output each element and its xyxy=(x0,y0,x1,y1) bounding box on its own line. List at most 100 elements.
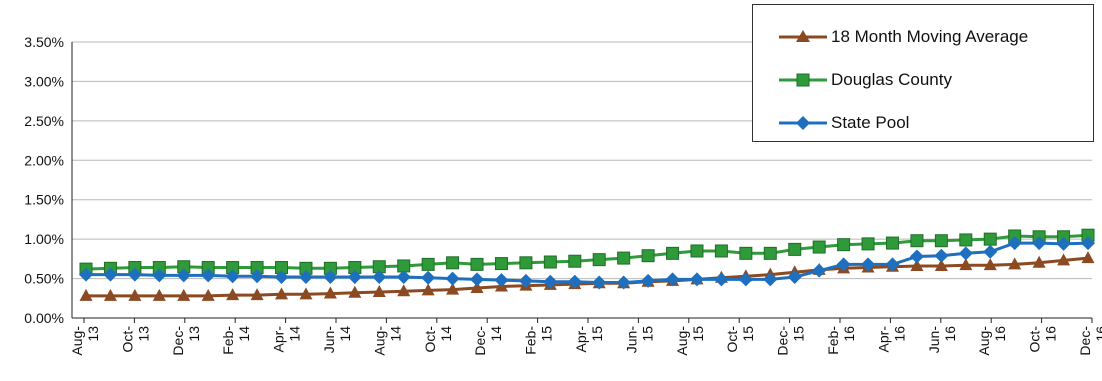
data-point xyxy=(787,269,802,284)
data-point xyxy=(666,246,680,260)
y-axis-ticks: 0.00% 0.50% 1.00% 1.50% 2.00% 2.50% 3.00% 3.50% xyxy=(24,34,64,326)
data-point xyxy=(372,284,386,297)
data-point xyxy=(616,275,631,290)
data-point xyxy=(372,269,387,284)
y-tick-label: 0.50% xyxy=(24,271,64,287)
data-point xyxy=(714,244,728,258)
data-point xyxy=(1056,236,1071,251)
y-tick-label: 2.00% xyxy=(24,152,64,168)
data-point xyxy=(470,272,485,287)
square-marker-icon xyxy=(779,73,827,87)
data-point xyxy=(885,236,899,250)
x-tick-label: Feb-16 xyxy=(825,326,857,355)
data-point xyxy=(177,288,191,301)
x-tick-label: Aug-16 xyxy=(976,326,1008,356)
data-point xyxy=(1081,236,1095,251)
data-point xyxy=(689,272,704,287)
x-tick-label: Apr-16 xyxy=(875,326,907,353)
legend-item-state-pool: State Pool xyxy=(777,111,909,135)
data-point xyxy=(176,268,191,283)
data-point xyxy=(397,284,411,297)
data-point xyxy=(79,267,93,282)
x-tick-label: Aug-15 xyxy=(674,326,706,356)
y-tick-label: 2.50% xyxy=(24,113,64,129)
data-point xyxy=(788,242,802,256)
data-point xyxy=(1057,253,1071,266)
data-point xyxy=(250,269,265,284)
data-point xyxy=(690,244,704,258)
legend-label: Douglas County xyxy=(831,70,952,89)
data-point xyxy=(518,273,533,288)
data-point xyxy=(225,269,240,284)
series-1 xyxy=(79,228,1095,276)
data-point xyxy=(885,257,900,272)
data-point xyxy=(421,257,435,271)
x-tick-label: Oct-14 xyxy=(422,326,454,353)
x-tick-label: Dec-15 xyxy=(775,326,807,356)
x-tick-label: Aug-14 xyxy=(371,326,403,356)
diamond-marker-icon xyxy=(779,116,827,130)
gridlines xyxy=(72,41,1092,319)
data-point xyxy=(445,271,460,286)
y-tick-label: 1.50% xyxy=(24,192,64,208)
data-point xyxy=(567,274,582,289)
data-point xyxy=(519,256,533,270)
y-tick-label: 0.00% xyxy=(24,310,64,326)
data-point xyxy=(739,246,753,260)
x-tick-label: Dec-14 xyxy=(472,326,504,356)
legend-label: State Pool xyxy=(831,113,910,132)
data-point xyxy=(299,287,313,300)
x-tick-label: Oct-13 xyxy=(119,326,151,353)
data-point xyxy=(983,244,998,259)
data-point xyxy=(226,288,240,301)
data-point xyxy=(1081,251,1095,264)
data-point xyxy=(1032,236,1047,251)
legend-label: 18 Month Moving Average xyxy=(831,27,1029,46)
legend-item-douglas-county: Douglas County xyxy=(777,68,952,92)
x-tick-label: Oct-16 xyxy=(1027,326,1059,353)
data-point xyxy=(934,234,948,248)
data-point xyxy=(274,269,289,284)
x-tick-label: Jun-14 xyxy=(321,326,353,354)
x-tick-label: Oct-15 xyxy=(724,326,756,353)
series-2 xyxy=(79,236,1095,290)
data-point xyxy=(836,257,851,272)
y-tick-label: 3.50% xyxy=(24,34,64,50)
data-point xyxy=(1007,236,1022,251)
data-point xyxy=(323,269,338,284)
data-point xyxy=(763,272,778,287)
data-point xyxy=(641,273,656,288)
data-point xyxy=(470,281,484,294)
x-tick-label: Aug-13 xyxy=(69,326,101,356)
data-point xyxy=(470,257,484,271)
data-point xyxy=(959,233,973,247)
data-point xyxy=(201,268,216,283)
triangle-marker-icon xyxy=(779,30,827,42)
data-point xyxy=(348,285,362,298)
data-point xyxy=(152,268,167,283)
data-point xyxy=(446,256,460,270)
data-point xyxy=(641,249,655,263)
data-point xyxy=(934,258,948,271)
data-point xyxy=(347,269,362,284)
data-point xyxy=(592,275,607,290)
data-point xyxy=(738,272,753,287)
data-point xyxy=(103,267,118,282)
data-point xyxy=(812,263,827,278)
data-point xyxy=(543,255,557,269)
data-point xyxy=(812,240,826,254)
data-point xyxy=(103,288,117,301)
data-point xyxy=(421,270,436,285)
data-point xyxy=(665,272,680,287)
data-point xyxy=(128,288,142,301)
data-point xyxy=(617,251,631,265)
legend: 18 Month Moving Average Douglas County S… xyxy=(752,4,1094,142)
data-point xyxy=(250,288,264,301)
y-tick-label: 3.00% xyxy=(24,73,64,89)
data-point xyxy=(201,288,215,301)
legend-item-moving-average: 18 Month Moving Average xyxy=(777,25,1028,49)
series-lines xyxy=(79,228,1095,301)
data-point xyxy=(543,274,558,289)
data-point xyxy=(421,283,435,296)
data-point xyxy=(983,232,997,246)
